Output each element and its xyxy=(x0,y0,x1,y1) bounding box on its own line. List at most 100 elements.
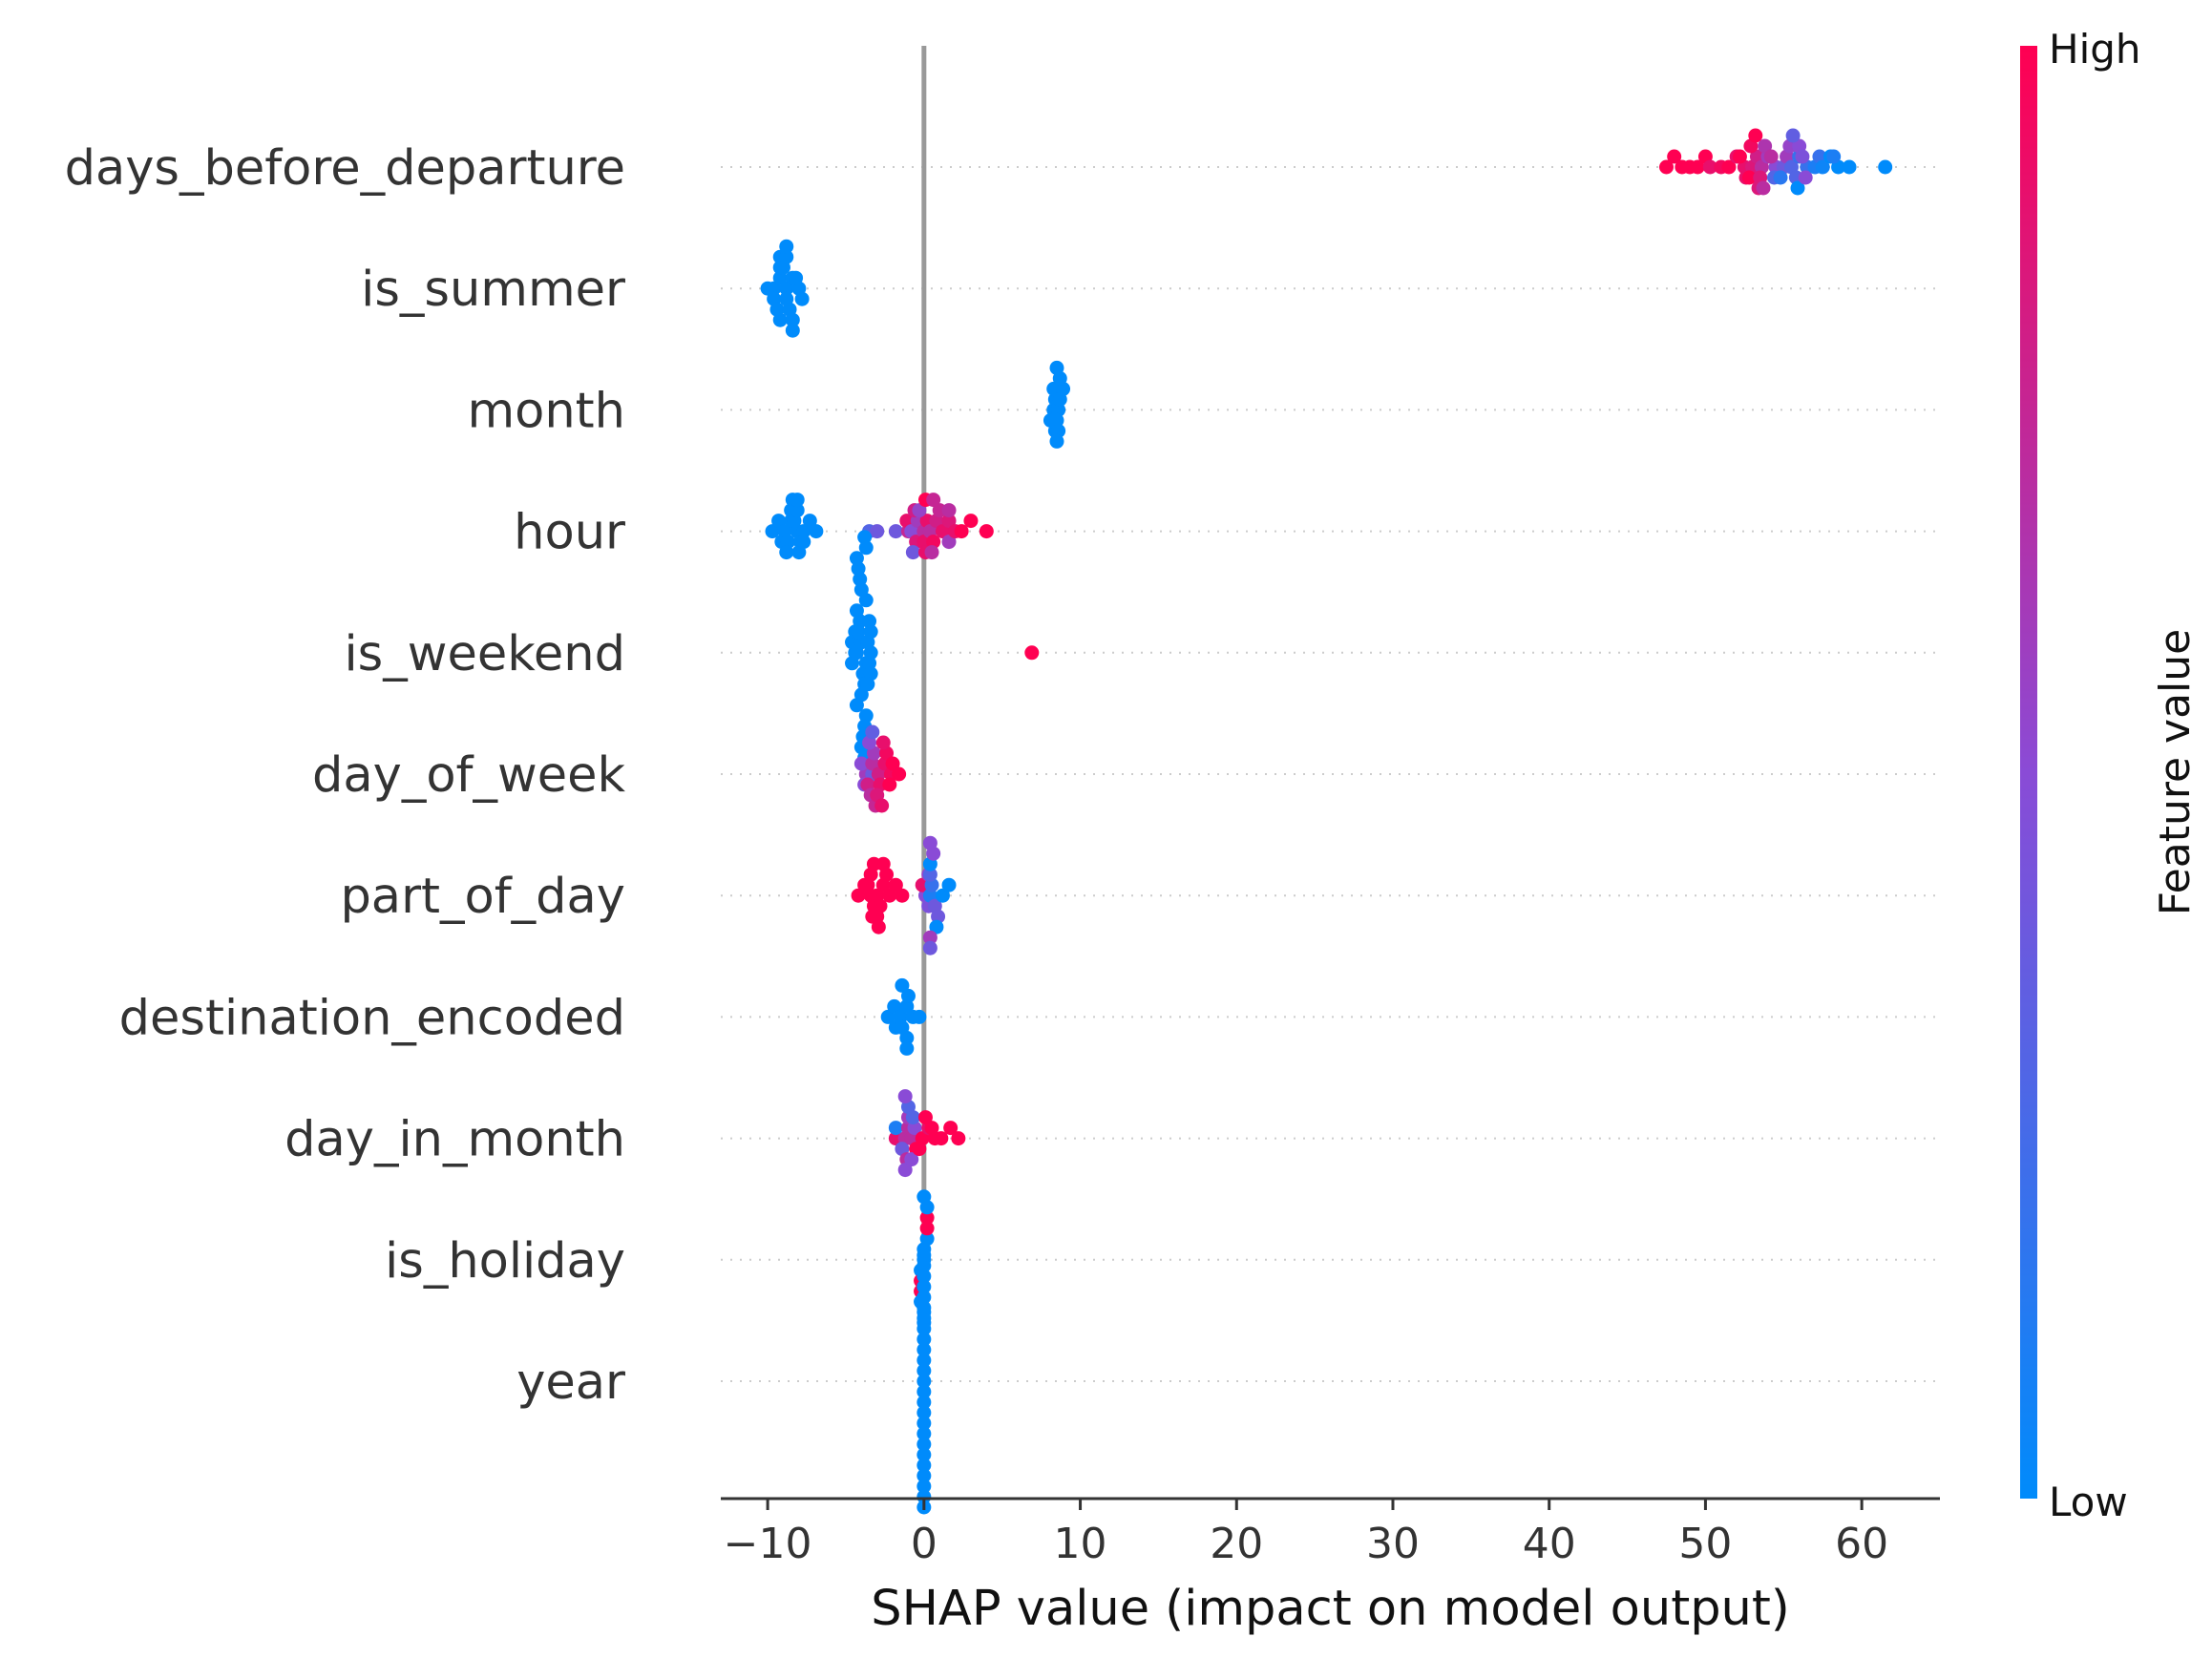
shap-point xyxy=(862,656,877,671)
x-tick-label: 40 xyxy=(1523,1520,1576,1568)
shap-point xyxy=(870,524,885,539)
colorbar-low-label: Low xyxy=(2049,1479,2128,1525)
shap-point xyxy=(785,312,800,327)
shap-point xyxy=(796,535,811,550)
shap-point xyxy=(941,535,957,550)
shap-point xyxy=(1878,159,1893,175)
shap-point xyxy=(916,1395,932,1410)
shap-point xyxy=(1815,159,1830,175)
feature-label: day_of_week xyxy=(312,747,625,804)
colorbar: High Low Feature value xyxy=(2020,26,2200,1525)
x-tick-label: 60 xyxy=(1835,1520,1888,1568)
shap-point xyxy=(935,888,950,903)
x-tick-label: 0 xyxy=(911,1520,937,1568)
shap-point xyxy=(871,766,886,782)
shap-point xyxy=(865,724,880,740)
shap-point xyxy=(899,1030,915,1045)
shap-point xyxy=(893,1009,908,1024)
shap-point xyxy=(897,1089,913,1104)
shap-point xyxy=(785,323,800,338)
shap-point xyxy=(916,1458,932,1473)
x-tick-label: 10 xyxy=(1054,1520,1107,1568)
shap-points xyxy=(760,128,1893,1515)
shap-point xyxy=(888,877,903,892)
shap-point xyxy=(860,677,875,692)
shap-point xyxy=(1763,149,1779,164)
shap-point xyxy=(895,888,910,903)
shap-point xyxy=(1690,159,1705,175)
shap-point xyxy=(941,503,957,518)
shap-point xyxy=(1754,159,1769,175)
shap-point xyxy=(916,1437,932,1452)
shap-point xyxy=(924,545,939,560)
shap-point xyxy=(853,572,868,587)
shap-point xyxy=(916,1374,932,1389)
shap-point xyxy=(916,1189,932,1205)
shap-point xyxy=(922,940,937,955)
shap-point xyxy=(857,530,873,545)
shap-point xyxy=(851,624,866,640)
shap-point xyxy=(865,756,880,771)
shap-point xyxy=(1024,645,1040,661)
shap-point xyxy=(916,1279,932,1294)
shap-point xyxy=(858,708,874,724)
shap-point xyxy=(907,1121,922,1136)
shap-point xyxy=(1051,423,1066,438)
shap-point xyxy=(1785,128,1801,143)
shap-point xyxy=(849,551,864,566)
shap-point xyxy=(905,545,920,560)
shap-point xyxy=(871,919,886,934)
shap-point xyxy=(900,988,916,1003)
x-tick-label: −10 xyxy=(724,1520,812,1568)
x-tick-label: 50 xyxy=(1678,1520,1732,1568)
shap-point xyxy=(809,524,824,539)
shap-point xyxy=(771,514,787,529)
shap-point xyxy=(899,998,915,1014)
shap-point xyxy=(1049,433,1064,449)
shap-point xyxy=(912,1009,927,1024)
shap-point xyxy=(888,524,903,539)
feature-label: year xyxy=(516,1354,625,1411)
shap-point xyxy=(941,514,957,529)
shap-point xyxy=(951,1131,966,1146)
shap-point xyxy=(922,835,937,850)
shap-point xyxy=(954,524,969,539)
shap-point xyxy=(916,1300,932,1315)
shap-point xyxy=(780,535,795,550)
x-axis-label: SHAP value (impact on model output) xyxy=(871,1581,1790,1637)
feature-label: month xyxy=(467,383,625,439)
shap-point xyxy=(796,524,811,539)
shap-point xyxy=(767,281,782,296)
shap-point xyxy=(916,1479,932,1494)
shap-point xyxy=(905,1110,920,1125)
shap-point xyxy=(916,1468,932,1483)
shap-point xyxy=(916,1363,932,1378)
shap-point xyxy=(899,1040,915,1056)
shap-point xyxy=(790,503,805,518)
shap-point xyxy=(1842,159,1857,175)
shap-point xyxy=(912,503,927,518)
shap-point xyxy=(1758,138,1773,154)
shap-point xyxy=(779,239,794,254)
shap-point xyxy=(924,877,939,892)
shap-point xyxy=(851,561,866,577)
shap-point xyxy=(849,698,864,713)
shap-point xyxy=(1049,412,1064,428)
colorbar-gradient xyxy=(2020,46,2037,1499)
shap-point xyxy=(926,493,941,508)
shap-point xyxy=(887,998,902,1014)
shap-point xyxy=(1795,149,1810,164)
feature-label: destination_encoded xyxy=(119,990,625,1046)
shap-point xyxy=(919,1210,935,1226)
shap-point xyxy=(919,1221,935,1236)
shap-point xyxy=(853,756,869,771)
shap-point xyxy=(926,535,941,550)
feature-label: is_summer xyxy=(361,262,625,318)
feature-label: is_holiday xyxy=(385,1233,625,1290)
shap-point xyxy=(1773,170,1788,185)
shap-point xyxy=(1748,128,1763,143)
shap-point xyxy=(789,270,804,285)
shap-point xyxy=(916,1342,932,1357)
